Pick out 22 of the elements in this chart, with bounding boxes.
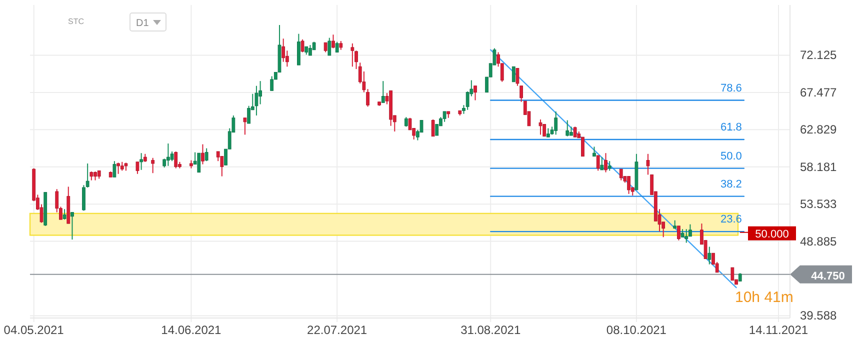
annotation: STC <box>68 17 84 26</box>
y-tick-label: 62.829 <box>800 122 838 137</box>
x-tick-label: 14.06.2021 <box>161 323 222 337</box>
x-tick-label: 14.11.2021 <box>748 323 808 337</box>
series-label: 50.0 <box>720 150 742 162</box>
series-label: 61.8 <box>720 121 742 134</box>
y-tick-label: 72.125 <box>800 48 838 62</box>
y-tick-label: 48.885 <box>800 234 838 248</box>
x-tick-label: 22.07.2021 <box>307 323 368 337</box>
x-tick-label: 31.08.2021 <box>460 323 521 337</box>
annotation: D1 <box>136 18 150 29</box>
x-tick-label: 04.05.2021 <box>4 323 64 337</box>
y-tick-label: 67.477 <box>800 85 838 100</box>
series-label: 38.2 <box>720 178 742 190</box>
y-tick-label: 39.588 <box>800 308 838 323</box>
y-tick-label: 53.533 <box>800 197 838 212</box>
series-label: 78.6 <box>720 82 742 94</box>
x-tick-label: 08.10.2021 <box>606 323 667 337</box>
y-tick-label: 58.181 <box>800 160 838 174</box>
ref-line-label: 44.750 <box>811 270 845 282</box>
annotation: 10h 41m <box>735 289 794 306</box>
series-label: 23.6 <box>720 214 742 226</box>
